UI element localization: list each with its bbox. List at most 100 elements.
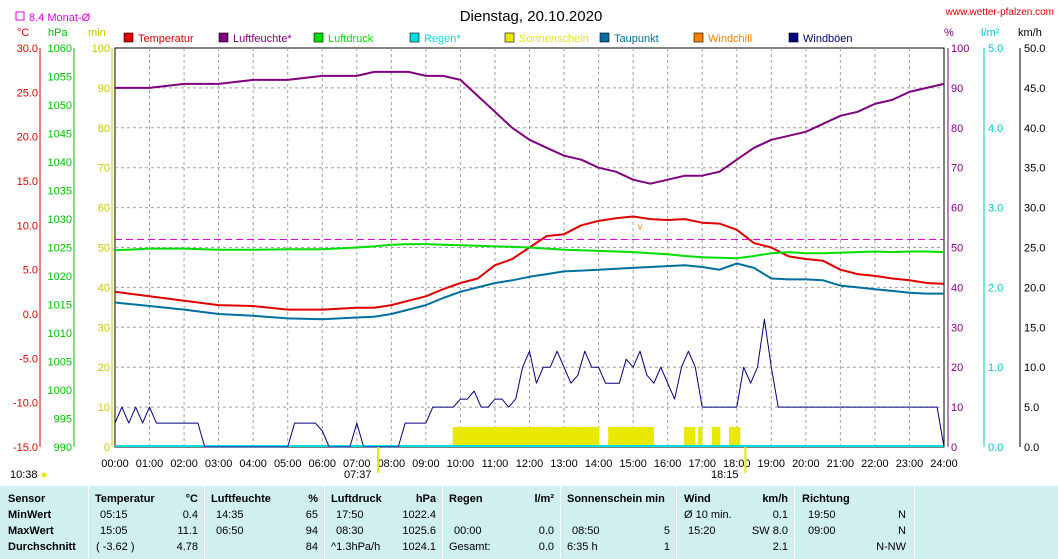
y-tick-wind: 25.0 (1024, 243, 1045, 255)
y-tick-pressure: 1010 (48, 328, 72, 340)
hdr-dir: Richtung (802, 493, 850, 505)
col-direction: Richtung 19:50 N 09:00 N N-NW (794, 486, 915, 559)
y-tick-humidity: 70 (951, 163, 963, 175)
y-tick-sunshine: 70 (98, 163, 110, 175)
y-tick-wind: 40.0 (1024, 123, 1045, 135)
y-tick-pressure: 1025 (48, 243, 72, 255)
hdr-press: Luftdruck (331, 493, 382, 505)
y-tick-wind: 10.0 (1024, 362, 1045, 374)
legend-swatch-humidity (218, 32, 229, 43)
x-tick-label: 04:00 (239, 458, 267, 470)
rain-total-label: Gesamt: (449, 541, 491, 553)
hdr-wind-unit: km/h (762, 493, 788, 505)
windchill-point: v (638, 221, 643, 231)
y-tick-pressure: 1040 (48, 157, 72, 169)
y-tick-humidity: 100 (951, 43, 969, 55)
unit-temp: °C (17, 27, 29, 39)
hum-max-val: 94 (305, 525, 318, 537)
legend-label-dewpoint: Taupunkt (614, 33, 659, 45)
temp-max-val: 11.1 (177, 525, 198, 537)
press-trend: ^1.3hPa/h (331, 541, 381, 553)
legend-swatch-sunshine (504, 32, 515, 43)
x-tick-label: 21:00 (827, 458, 855, 470)
rain-total-val: 0.0 (538, 541, 554, 553)
y-tick-rain: 2.0 (988, 282, 1003, 294)
x-tick-label: 07:00 (343, 458, 371, 470)
press-min-val: 1022.4 (402, 509, 436, 521)
unit-pressure: hPa (48, 27, 68, 39)
hdr-sensor: Sensor (8, 493, 46, 505)
y-tick-pressure: 1000 (48, 385, 72, 397)
x-tick-label: 17:00 (688, 458, 716, 470)
x-tick-label: 13:00 (550, 458, 578, 470)
unit-wind: km/h (1018, 27, 1042, 39)
temp-max-time: 15:05 (100, 525, 128, 537)
series-line-pressure (114, 243, 945, 260)
unit-rain: l/m² (981, 27, 1000, 39)
legend-swatch-temperature (123, 32, 134, 43)
y-tick-temperature: -10.0 (13, 398, 38, 410)
x-tick-label: 22:00 (861, 458, 889, 470)
y-tick-pressure: 1030 (48, 214, 72, 226)
hdr-rain-unit: l/m² (534, 493, 554, 505)
dir-avg-val: N-NW (876, 541, 906, 553)
y-tick-sunshine: 40 (98, 282, 110, 294)
row-min-label: MinWert (8, 509, 52, 521)
y-tick-temperature: 0.0 (23, 309, 38, 321)
legend-swatch-rain (409, 32, 420, 43)
y-tick-wind: 20.0 (1024, 282, 1045, 294)
legend-swatch-gust (788, 32, 799, 43)
y-tick-rain: 5.0 (988, 43, 1003, 55)
press-avg-val: 1024.1 (402, 541, 436, 553)
hum-max-time: 06:50 (216, 525, 244, 537)
unit-humidity: % (944, 27, 954, 39)
y-tick-pressure: 1055 (48, 72, 72, 84)
y-tick-rain: 0.0 (988, 442, 1003, 454)
sun-markers (377, 447, 747, 473)
hdr-temp-unit: °C (185, 493, 198, 505)
y-tick-wind: 30.0 (1024, 203, 1045, 215)
website-link[interactable]: www.wetter-pfalzen.com (945, 7, 1054, 18)
x-tick-label: 12:00 (516, 458, 544, 470)
dir-max-val: N (898, 525, 906, 537)
sun-max-val: 5 (663, 525, 670, 537)
y-tick-temperature: -15.0 (13, 442, 38, 454)
sunrise-label: 07:37 (344, 469, 372, 481)
y-tick-rain: 1.0 (988, 362, 1003, 374)
y-tick-humidity: 90 (951, 83, 963, 95)
wind-min-val: 0.1 (772, 509, 788, 521)
x-tick-label: 06:00 (308, 458, 336, 470)
x-tick-label: 23:00 (896, 458, 924, 470)
y-tick-rain: 3.0 (988, 203, 1003, 215)
x-tick-label: 16:00 (654, 458, 682, 470)
wind-max-val: SW 8.0 (751, 525, 788, 537)
col-sensor: Sensor MinWert MaxWert Durchschnitt (0, 486, 89, 559)
y-tick-humidity: 20 (951, 362, 963, 374)
rain-max-time: 00:00 (454, 525, 482, 537)
hdr-wind: Wind (684, 493, 711, 505)
x-tick-label: 14:00 (585, 458, 613, 470)
x-tick-label: 15:00 (619, 458, 647, 470)
axes: 00:00 01:00 02:00 03:00 04:00 05:00 06:00 07:00… (13, 43, 1046, 470)
dir-min-val: N (898, 509, 906, 521)
x-tick-label: 01:00 (136, 458, 164, 470)
y-tick-sunshine: 80 (98, 123, 110, 135)
col-temp: Temperatur °C 05:15 0.4 15:05 11.1 ( -3.… (88, 486, 205, 559)
sun-total: 6:35 h (567, 541, 598, 553)
y-tick-temperature: 15.0 (17, 176, 38, 188)
series-lines: v (114, 70, 945, 448)
hdr-hum-unit: % (308, 493, 318, 505)
x-tick-label: 09:00 (412, 458, 440, 470)
series-line-humidity (115, 70, 945, 185)
y-tick-humidity: 30 (951, 322, 963, 334)
press-max-time: 08:30 (336, 525, 364, 537)
y-tick-sunshine: 20 (98, 362, 110, 374)
y-tick-rain: 4.0 (988, 123, 1003, 135)
y-tick-wind: 50.0 (1024, 43, 1045, 55)
x-tick-label: 00:00 (101, 458, 129, 470)
y-tick-sunshine: 0 (104, 442, 110, 454)
y-tick-temperature: -5.0 (19, 353, 38, 365)
unit-sunshine: min (88, 27, 106, 39)
temp-avg-val: 4.78 (176, 541, 198, 553)
y-tick-wind: 0.0 (1024, 442, 1039, 454)
